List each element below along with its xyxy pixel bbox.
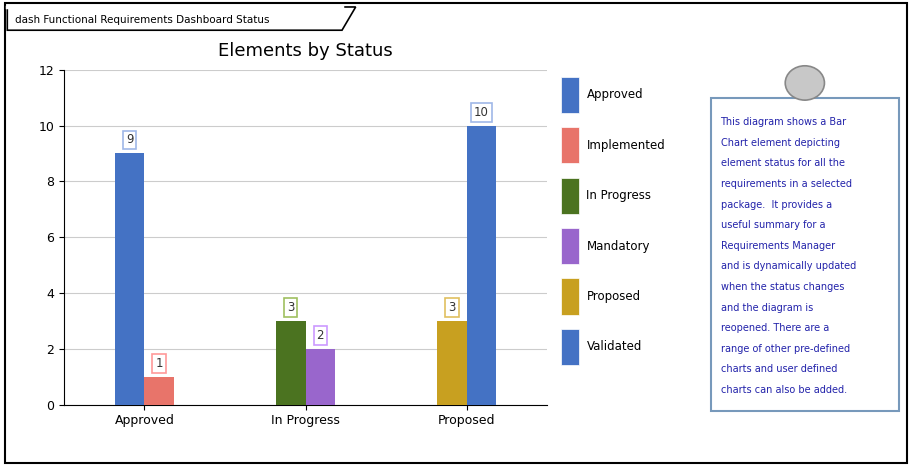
Text: 1: 1 <box>155 357 163 370</box>
Text: useful summary for a: useful summary for a <box>720 220 824 230</box>
Text: In Progress: In Progress <box>586 189 650 202</box>
Text: reopened. There are a: reopened. There are a <box>720 323 828 333</box>
Text: element status for all the: element status for all the <box>720 159 844 168</box>
Text: 3: 3 <box>287 301 294 314</box>
Text: 9: 9 <box>126 133 133 146</box>
Text: Chart element depicting: Chart element depicting <box>720 138 839 148</box>
Text: Approved: Approved <box>586 88 642 101</box>
Text: requirements in a selected: requirements in a selected <box>720 179 851 189</box>
Bar <box>560 178 578 214</box>
Title: Elements by Status: Elements by Status <box>218 42 393 60</box>
Text: This diagram shows a Bar: This diagram shows a Bar <box>720 117 845 127</box>
Text: range of other pre-defined: range of other pre-defined <box>720 344 849 354</box>
Bar <box>276 321 305 405</box>
Text: 10: 10 <box>474 106 488 119</box>
Bar <box>115 153 144 405</box>
Bar <box>560 77 578 113</box>
Bar <box>436 321 466 405</box>
Text: dash Functional Requirements Dashboard Status: dash Functional Requirements Dashboard S… <box>15 14 269 25</box>
Text: 3: 3 <box>447 301 456 314</box>
Text: 2: 2 <box>316 329 323 342</box>
Bar <box>560 228 578 264</box>
Text: charts can also be added.: charts can also be added. <box>720 385 845 395</box>
Bar <box>144 377 174 405</box>
Text: when the status changes: when the status changes <box>720 282 843 292</box>
Ellipse shape <box>784 66 824 100</box>
Bar <box>305 349 334 405</box>
Text: charts and user defined: charts and user defined <box>720 365 836 374</box>
Polygon shape <box>7 7 355 30</box>
Text: Implemented: Implemented <box>586 139 664 152</box>
Bar <box>560 278 578 314</box>
Bar <box>466 126 496 405</box>
FancyBboxPatch shape <box>710 98 898 411</box>
Text: Proposed: Proposed <box>586 290 640 303</box>
Bar <box>560 127 578 164</box>
Text: Mandatory: Mandatory <box>586 239 650 252</box>
Text: Requirements Manager: Requirements Manager <box>720 241 834 251</box>
Text: Validated: Validated <box>586 340 641 353</box>
Text: and the diagram is: and the diagram is <box>720 303 812 312</box>
Text: and is dynamically updated: and is dynamically updated <box>720 261 855 272</box>
Text: package.  It provides a: package. It provides a <box>720 199 831 210</box>
Bar <box>560 329 578 365</box>
